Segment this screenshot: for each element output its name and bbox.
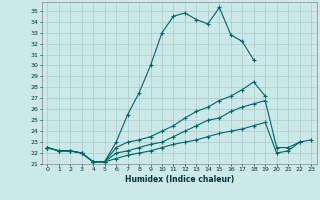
X-axis label: Humidex (Indice chaleur): Humidex (Indice chaleur) — [124, 175, 234, 184]
